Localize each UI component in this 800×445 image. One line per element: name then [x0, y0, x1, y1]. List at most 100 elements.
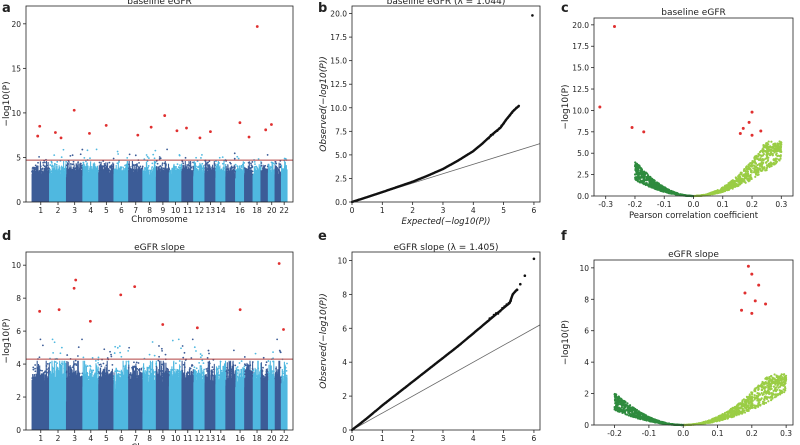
volcano-point [743, 411, 747, 414]
volcano-point [767, 391, 770, 395]
volcano-point [757, 158, 761, 161]
snp-point [252, 369, 254, 372]
volcano-point [750, 169, 753, 173]
snp-point [228, 370, 230, 372]
qq-point [502, 122, 505, 125]
snp-point [207, 349, 210, 352]
chromosome-band [49, 161, 68, 202]
x-tick-label: 4 [88, 206, 93, 215]
snp-point [200, 365, 202, 368]
significant-point [743, 291, 747, 295]
snp-point [247, 377, 250, 380]
snp-point [146, 155, 149, 158]
snp-point [204, 376, 207, 379]
snp-point [125, 372, 128, 375]
snp-point [159, 168, 161, 171]
snp-point [147, 374, 150, 377]
volcano-point [758, 164, 762, 168]
snp-point [195, 165, 197, 168]
snp-point [221, 162, 224, 165]
x-tick-label: 4 [471, 434, 476, 443]
volcano-point [650, 186, 653, 189]
y-tick-label: 5.0 [335, 151, 347, 160]
panel-label-c: c [561, 1, 569, 16]
snp-point [272, 162, 275, 165]
snp-point [245, 377, 247, 380]
snp-point [265, 361, 268, 364]
snp-point [226, 170, 229, 173]
snp-point [243, 368, 246, 371]
chromosome-band [260, 362, 269, 430]
x-tick-label: 10 [171, 434, 181, 443]
snp-point [86, 162, 88, 165]
snp-point [105, 364, 108, 367]
x-tick-label: 0.2 [746, 429, 758, 438]
snp-point [204, 166, 207, 169]
volcano-point [636, 173, 639, 176]
snp-point [154, 161, 157, 164]
volcano-point [723, 188, 727, 192]
snp-point [118, 376, 121, 379]
snp-point [79, 153, 82, 156]
significant-snp [163, 114, 167, 117]
snp-point [211, 166, 214, 169]
y-tick-label: 2.5 [577, 171, 589, 180]
y-tick-label: 10 [11, 261, 21, 270]
volcano-point [706, 193, 709, 196]
snp-point [269, 377, 272, 380]
snp-point [62, 148, 65, 151]
snp-point [68, 372, 71, 375]
snp-point [191, 338, 194, 341]
volcano-point [653, 179, 656, 182]
volcano-point [645, 178, 649, 182]
volcano-point [742, 169, 745, 173]
snp-point [173, 371, 176, 374]
significant-snp [238, 308, 242, 312]
snp-point [99, 167, 102, 170]
snp-point [250, 162, 252, 165]
volcano-point [762, 146, 765, 149]
y-tick-label: 20.0 [330, 10, 347, 19]
x-tick-label: 11 [183, 206, 193, 215]
snp-point [267, 371, 270, 374]
volcano-point [727, 185, 730, 188]
snp-point [136, 164, 139, 167]
snp-point [148, 365, 151, 368]
qq-point [506, 116, 510, 119]
volcano-point [748, 393, 751, 396]
snp-point [218, 367, 220, 369]
y-tick-label: 10.0 [572, 106, 589, 115]
volcano-point [726, 411, 729, 414]
snp-point [44, 370, 47, 373]
snp-point [53, 154, 56, 157]
snp-point [49, 372, 52, 374]
snp-point [131, 376, 134, 379]
qq-point [496, 129, 499, 133]
volcano-point [620, 398, 623, 401]
volcano-point [629, 409, 632, 412]
snp-point [83, 156, 86, 159]
snp-point [92, 369, 95, 372]
snp-point [202, 165, 205, 167]
volcano-point [622, 411, 625, 414]
chromosome-band [215, 161, 227, 202]
snp-point [179, 164, 181, 167]
volcano-point [651, 181, 654, 184]
snp-point [208, 365, 211, 367]
significant-snp [277, 262, 281, 265]
chromosome-band [244, 162, 254, 202]
snp-point [254, 352, 257, 355]
panel-label-d: d [2, 229, 11, 244]
x-tick-label: 0 [350, 434, 355, 443]
snp-point [102, 362, 105, 365]
snp-point [260, 162, 263, 164]
qq-point [503, 305, 506, 308]
volcano-point [784, 389, 787, 392]
snp-point [128, 153, 131, 156]
snp-point [238, 362, 241, 364]
volcano-point [772, 377, 775, 381]
snp-point [218, 167, 221, 170]
snp-point [240, 164, 243, 167]
significant-point [750, 311, 754, 315]
